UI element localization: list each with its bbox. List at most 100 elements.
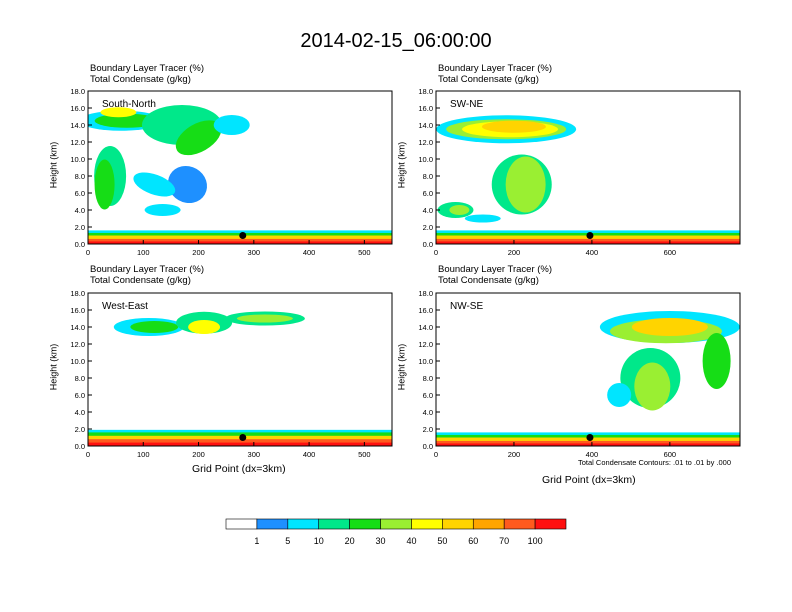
plume-shape <box>236 314 293 323</box>
y-tick-label: 10.0 <box>418 155 433 164</box>
y-tick-label: 16.0 <box>70 104 85 113</box>
y-tick-label: 4.0 <box>423 206 433 215</box>
y-tick-label: 12.0 <box>418 340 433 349</box>
y-tick-label: 16.0 <box>70 306 85 315</box>
y-tick-label: 6.0 <box>75 189 85 198</box>
plume-shape <box>94 159 115 210</box>
x-tick-label: 600 <box>664 450 677 459</box>
y-tick-label: 8.0 <box>423 172 433 181</box>
panel-label: SW-NE <box>450 99 483 110</box>
panel-label: NW-SE <box>450 301 483 312</box>
colorbar-label: 1 <box>254 536 259 546</box>
x-tick-label: 400 <box>586 450 599 459</box>
colorbar-bin <box>318 518 350 530</box>
header-line-1: Boundary Layer Tracer (%) <box>90 264 205 275</box>
boundary-layer-band <box>88 442 392 446</box>
x-tick-label: 200 <box>508 248 521 257</box>
y-tick-label: 4.0 <box>423 408 433 417</box>
x-tick-label: 0 <box>434 248 438 257</box>
y-tick-label: 18.0 <box>70 87 85 96</box>
figure-title: 2014-02-15_06:00:00 <box>300 30 492 52</box>
x-tick-label: 500 <box>358 450 371 459</box>
header-line-2: Total Condensate (g/kg) <box>438 74 539 85</box>
y-tick-label: 14.0 <box>418 323 433 332</box>
plume-shape <box>144 204 181 216</box>
colorbar-bin <box>349 518 381 530</box>
x-tick-label: 100 <box>137 248 150 257</box>
x-tick-label: 300 <box>248 450 261 459</box>
panel-sw-ne: SW-NE 0.0 2.0 4.0 6.0 8.0 10.0 12.0 14.0 16.0 18.0… <box>418 87 741 257</box>
colorbar-bin <box>287 518 320 530</box>
panel-label: South-North <box>102 99 156 110</box>
location-marker <box>586 434 594 441</box>
y-tick-label: 6.0 <box>423 189 433 198</box>
x-tick-label: 400 <box>303 248 316 257</box>
y-tick-label: 12.0 <box>418 138 433 147</box>
colorbar-bin <box>225 518 258 530</box>
y-tick-label: 4.0 <box>75 408 85 417</box>
plume-shape <box>188 320 221 334</box>
y-tick-label: 18.0 <box>418 289 433 298</box>
y-tick-label: 6.0 <box>423 391 433 400</box>
x-tick-label: 200 <box>192 450 205 459</box>
y-tick-label: 2.0 <box>423 223 433 232</box>
plume-shape <box>130 321 179 333</box>
panel-header-sw-ne: Boundary Layer Tracer (%) Total Condensa… <box>438 63 552 85</box>
x-tick-label: 300 <box>248 248 261 257</box>
colorbar-label: 20 <box>345 536 355 546</box>
colorbar-label: 60 <box>468 536 478 546</box>
colorbar: 1 5 10 20 30 40 50 60 70 100 <box>225 518 567 546</box>
y-tick-label: 8.0 <box>75 374 85 383</box>
x-tick-label: 0 <box>86 248 90 257</box>
plume-shape <box>607 383 632 407</box>
y-tick-label: 10.0 <box>70 155 85 164</box>
y-tick-label: 12.0 <box>70 138 85 147</box>
panel-label: West-East <box>102 301 148 312</box>
plot-area <box>88 293 392 446</box>
colorbar-label: 30 <box>376 536 386 546</box>
colorbar-label: 70 <box>499 536 509 546</box>
y-tick-label: 2.0 <box>75 425 85 434</box>
panel-west-east: West-East 0.0 2.0 4.0 6.0 8.0 10.0 12.0 14.0 16.0… <box>70 289 393 459</box>
panel-south-north: South-North 0.0 2.0 4.0 6.0 8.0 10.0 12.0 14.0 16… <box>70 87 393 257</box>
colorbar-label: 100 <box>528 536 543 546</box>
plume-shape <box>481 120 546 133</box>
location-marker <box>586 232 594 239</box>
y-tick-label: 6.0 <box>75 391 85 400</box>
y-tick-label: 0.0 <box>75 442 85 451</box>
y-tick-label: 18.0 <box>418 87 433 96</box>
y-tick-label: 0.0 <box>423 240 433 249</box>
y-tick-label: 0.0 <box>75 240 85 249</box>
plume-shape <box>702 333 731 389</box>
location-marker <box>239 434 247 441</box>
x-tick-label: 200 <box>508 450 521 459</box>
header-line-2: Total Condensate (g/kg) <box>90 74 191 85</box>
x-tick-label: 400 <box>586 248 599 257</box>
colorbar-bin <box>442 518 474 530</box>
x-tick-label: 500 <box>358 248 371 257</box>
boundary-layer-band <box>88 241 392 244</box>
plume-shape <box>167 165 208 204</box>
plot-area <box>88 91 392 244</box>
plot-frame <box>435 90 741 245</box>
y-tick-label: 8.0 <box>423 374 433 383</box>
y-tick-label: 4.0 <box>75 206 85 215</box>
x-tick-label: 0 <box>86 450 90 459</box>
y-tick-label: 0.0 <box>423 442 433 451</box>
header-line-1: Boundary Layer Tracer (%) <box>90 63 205 74</box>
plume-shape <box>133 172 176 197</box>
header-line-1: Boundary Layer Tracer (%) <box>438 264 553 275</box>
header-line-2: Total Condensate (g/kg) <box>90 275 191 286</box>
y-tick-label: 2.0 <box>423 425 433 434</box>
y-tick-label: 2.0 <box>75 223 85 232</box>
boundary-layer-band <box>436 443 740 446</box>
x-tick-label: 400 <box>303 450 316 459</box>
colorbar-bin <box>411 518 443 530</box>
panel-header-west-east: Boundary Layer Tracer (%) Total Condensa… <box>90 264 204 286</box>
plume-shape <box>449 205 470 215</box>
x-tick-label: 600 <box>664 248 677 257</box>
x-tick-label: 100 <box>137 450 150 459</box>
x-tick-label: 0 <box>434 450 438 459</box>
y-tick-label: 16.0 <box>418 104 433 113</box>
plume-shape <box>213 115 250 135</box>
